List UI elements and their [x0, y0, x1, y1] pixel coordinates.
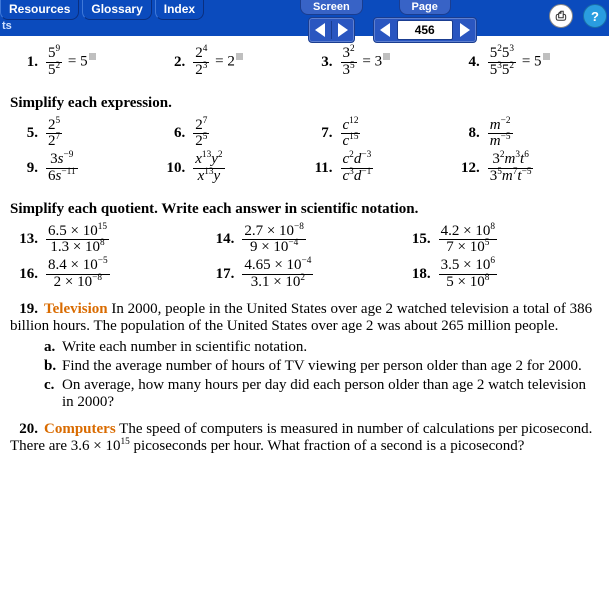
section-heading: Simplify each quotient. Write each answe… — [10, 201, 599, 218]
nav-group: Screen Page 456 — [300, 0, 477, 43]
expression: 2527 — [44, 118, 64, 151]
problem-number: 20. — [10, 421, 38, 438]
problem-number: 15. — [403, 231, 431, 248]
tab-resources[interactable]: Resources — [0, 0, 79, 20]
problem: 9. 3s−96s−11 — [10, 152, 157, 185]
problem-number: 3. — [305, 54, 333, 71]
screen-controls — [308, 17, 355, 43]
help-icon[interactable]: ? — [583, 4, 607, 28]
sub-text: Write each number in scientific notation… — [62, 339, 599, 356]
expression: 52535352 = 5 — [486, 46, 550, 79]
problem: 15. 4.2 × 1087 × 105 — [403, 224, 599, 257]
top-bar: Resources Glossary Index ts Screen Page … — [0, 0, 609, 36]
sub-letter: b. — [44, 358, 62, 375]
page-controls: 456 — [373, 17, 477, 43]
screen-prev-icon[interactable] — [315, 23, 325, 37]
problem: 3. 3235 = 3 — [305, 46, 452, 79]
problem-row: 1. 5952 = 5 2. 2423 = 2 3. 3235 = 3 4. 52535352… — [10, 46, 599, 79]
problem: 13. 6.5 × 10151.3 × 108 — [10, 224, 206, 257]
sub-letter: a. — [44, 339, 62, 356]
problem-number: 7. — [305, 125, 333, 142]
screen-label: Screen — [300, 0, 363, 15]
problem: 17. 4.65 × 10−43.1 × 102 — [206, 258, 402, 291]
problem: 16. 8.4 × 10−52 × 10−8 — [10, 258, 206, 291]
problem: 18. 3.5 × 1065 × 108 — [403, 258, 599, 291]
problem: 1. 5952 = 5 — [10, 46, 157, 79]
topic-label: Computers — [44, 421, 116, 437]
problem: 14. 2.7 × 10−89 × 10−4 — [206, 224, 402, 257]
problem-row: 16. 8.4 × 10−52 × 10−8 17. 4.65 × 10−43.1 ×… — [10, 258, 599, 291]
problem-number: 18. — [403, 266, 431, 283]
problem-row: 13. 6.5 × 10151.3 × 108 14. 2.7 × 10−89 × 1… — [10, 224, 599, 257]
problem-number: 17. — [206, 266, 234, 283]
problem-number: 4. — [452, 54, 480, 71]
tab-row: Resources Glossary Index — [0, 0, 204, 20]
expression: 6.5 × 10151.3 × 108 — [44, 224, 111, 257]
expression: c2d−3c3d−1 — [339, 152, 376, 185]
expression: 8.4 × 10−52 × 10−8 — [44, 258, 112, 291]
expression: x13y2x13y — [191, 152, 226, 185]
expression: 4.65 × 10−43.1 × 102 — [240, 258, 315, 291]
page-nav: Page 456 — [373, 0, 477, 43]
toolbar-right: ⎙ ? — [549, 4, 607, 28]
expression: c12c15 — [339, 118, 363, 151]
problem: 6. 2725 — [157, 118, 304, 151]
problem: 5. 2527 — [10, 118, 157, 151]
topic-label: Television — [44, 301, 108, 317]
screen-next-icon[interactable] — [338, 23, 348, 37]
expression: 5952 = 5 — [44, 46, 96, 79]
page-content: 1. 5952 = 5 2. 2423 = 2 3. 3235 = 3 4. 52535352… — [0, 36, 609, 477]
sub-text: On average, how many hours per day did e… — [62, 377, 599, 411]
problem: 11. c2d−3c3d−1 — [305, 152, 452, 185]
expression: 2.7 × 10−89 × 10−4 — [240, 224, 308, 257]
word-problem-19: 19.Television In 2000, people in the Uni… — [10, 301, 599, 411]
tab-glossary[interactable]: Glossary — [82, 0, 151, 20]
sub-list: a.Write each number in scientific notati… — [44, 339, 599, 411]
problem-number: 2. — [157, 54, 185, 71]
expression: 3s−96s−11 — [44, 152, 80, 185]
divider — [331, 21, 332, 39]
problem: 7. c12c15 — [305, 118, 452, 151]
problem: 10. x13y2x13y — [157, 152, 304, 185]
tab-index[interactable]: Index — [155, 0, 204, 20]
problem-number: 5. — [10, 125, 38, 142]
problem-number: 16. — [10, 266, 38, 283]
expression: m−2m−5 — [486, 118, 515, 151]
expression: 3235 = 3 — [339, 46, 391, 79]
expression: 2725 — [191, 118, 211, 151]
word-problem-20: 20.Computers The speed of computers is m… — [10, 421, 599, 455]
section-heading: Simplify each expression. — [10, 95, 599, 112]
sub-letter: c. — [44, 377, 62, 411]
print-icon[interactable]: ⎙ — [549, 4, 573, 28]
sub-tab: ts — [0, 20, 12, 32]
page-label: Page — [399, 0, 451, 15]
problem: 8. m−2m−5 — [452, 118, 599, 151]
problem-number: 10. — [157, 160, 185, 177]
page-prev-icon[interactable] — [380, 23, 390, 37]
problem: 12. 32m3t635m7t−5 — [452, 152, 599, 185]
problem-row: 5. 2527 6. 2725 7. c12c15 8. m−2m−5 — [10, 118, 599, 151]
expression: 32m3t635m7t−5 — [486, 152, 536, 185]
problem-number: 11. — [305, 160, 333, 177]
problem: 4. 52535352 = 5 — [452, 46, 599, 79]
expression: 4.2 × 1087 × 105 — [437, 224, 499, 257]
screen-nav: Screen — [300, 0, 363, 43]
problem-number: 19. — [10, 301, 38, 318]
problem-number: 12. — [452, 160, 480, 177]
page-number-input[interactable]: 456 — [397, 20, 453, 40]
problem-number: 9. — [10, 160, 38, 177]
problem-number: 1. — [10, 54, 38, 71]
sub-text: Find the average number of hours of TV v… — [62, 358, 599, 375]
problem-number: 8. — [452, 125, 480, 142]
problem-row: 9. 3s−96s−11 10. x13y2x13y 11. c2d−3c3d−1 12. 3… — [10, 152, 599, 185]
problem-number: 6. — [157, 125, 185, 142]
problem: 2. 2423 = 2 — [157, 46, 304, 79]
expression: 3.5 × 1065 × 108 — [437, 258, 499, 291]
expression: 2423 = 2 — [191, 46, 243, 79]
problem-number: 13. — [10, 231, 38, 248]
problem-number: 14. — [206, 231, 234, 248]
page-next-icon[interactable] — [460, 23, 470, 37]
